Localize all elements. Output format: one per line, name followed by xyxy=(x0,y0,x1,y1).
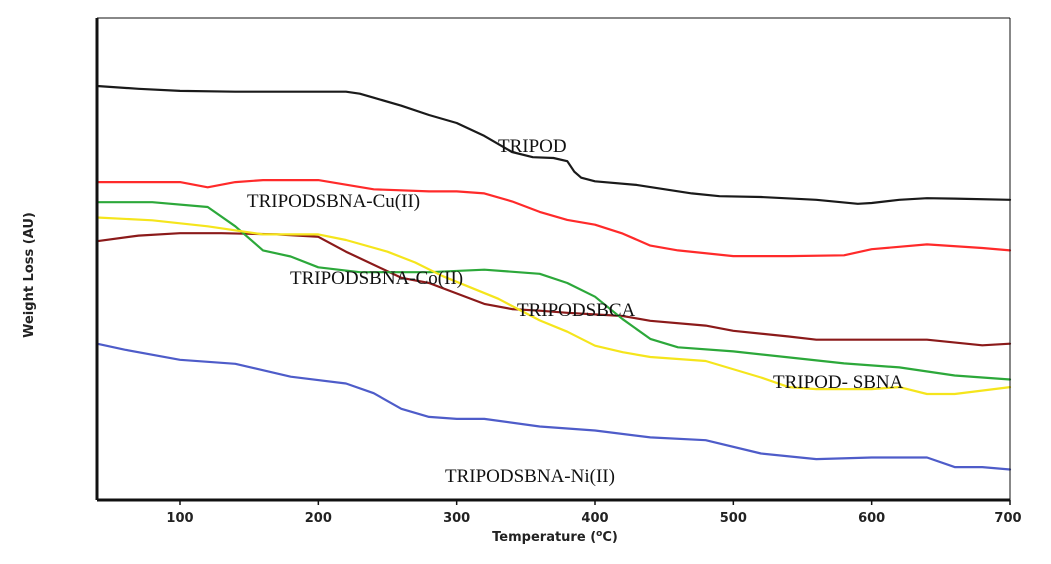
label-tripodsbna-ni: TRIPODSBNA-Ni(II) xyxy=(445,466,615,487)
series-line-tripodsbna-ni-ii xyxy=(95,342,1012,471)
x-tick-label-700: 700 xyxy=(994,511,1021,526)
x-tick-label-500: 500 xyxy=(720,511,747,526)
label-tripod: TRIPOD xyxy=(498,136,567,157)
label-tripod-sbna: TRIPOD- SBNA xyxy=(773,372,904,393)
y-axis-title: Weight Loss (AU) xyxy=(22,212,37,338)
series-line-tripod-sbna xyxy=(95,216,1012,396)
series-line-tripod xyxy=(95,84,1012,205)
label-tripodsbca: TRIPODSBCA xyxy=(517,300,636,321)
x-axis-title: Temperature (oC) xyxy=(492,529,618,545)
label-tripodsbna-cu: TRIPODSBNA-Cu(II) xyxy=(247,191,420,212)
series-line-tripodsbna-cu-ii xyxy=(95,179,1012,258)
x-tick-label-400: 400 xyxy=(581,511,608,526)
x-tick-label-300: 300 xyxy=(443,511,470,526)
x-tick-label-200: 200 xyxy=(305,511,332,526)
x-tick-label-100: 100 xyxy=(166,511,193,526)
label-tripodsbna-co: TRIPODSBNA-Co(II) xyxy=(290,268,463,289)
series-layer xyxy=(95,84,1012,471)
x-tick-label-600: 600 xyxy=(858,511,885,526)
x-tick-layer: 100 200 300 400 500 600 700 xyxy=(166,500,1022,526)
series-line-tripodsbca xyxy=(95,201,1012,381)
